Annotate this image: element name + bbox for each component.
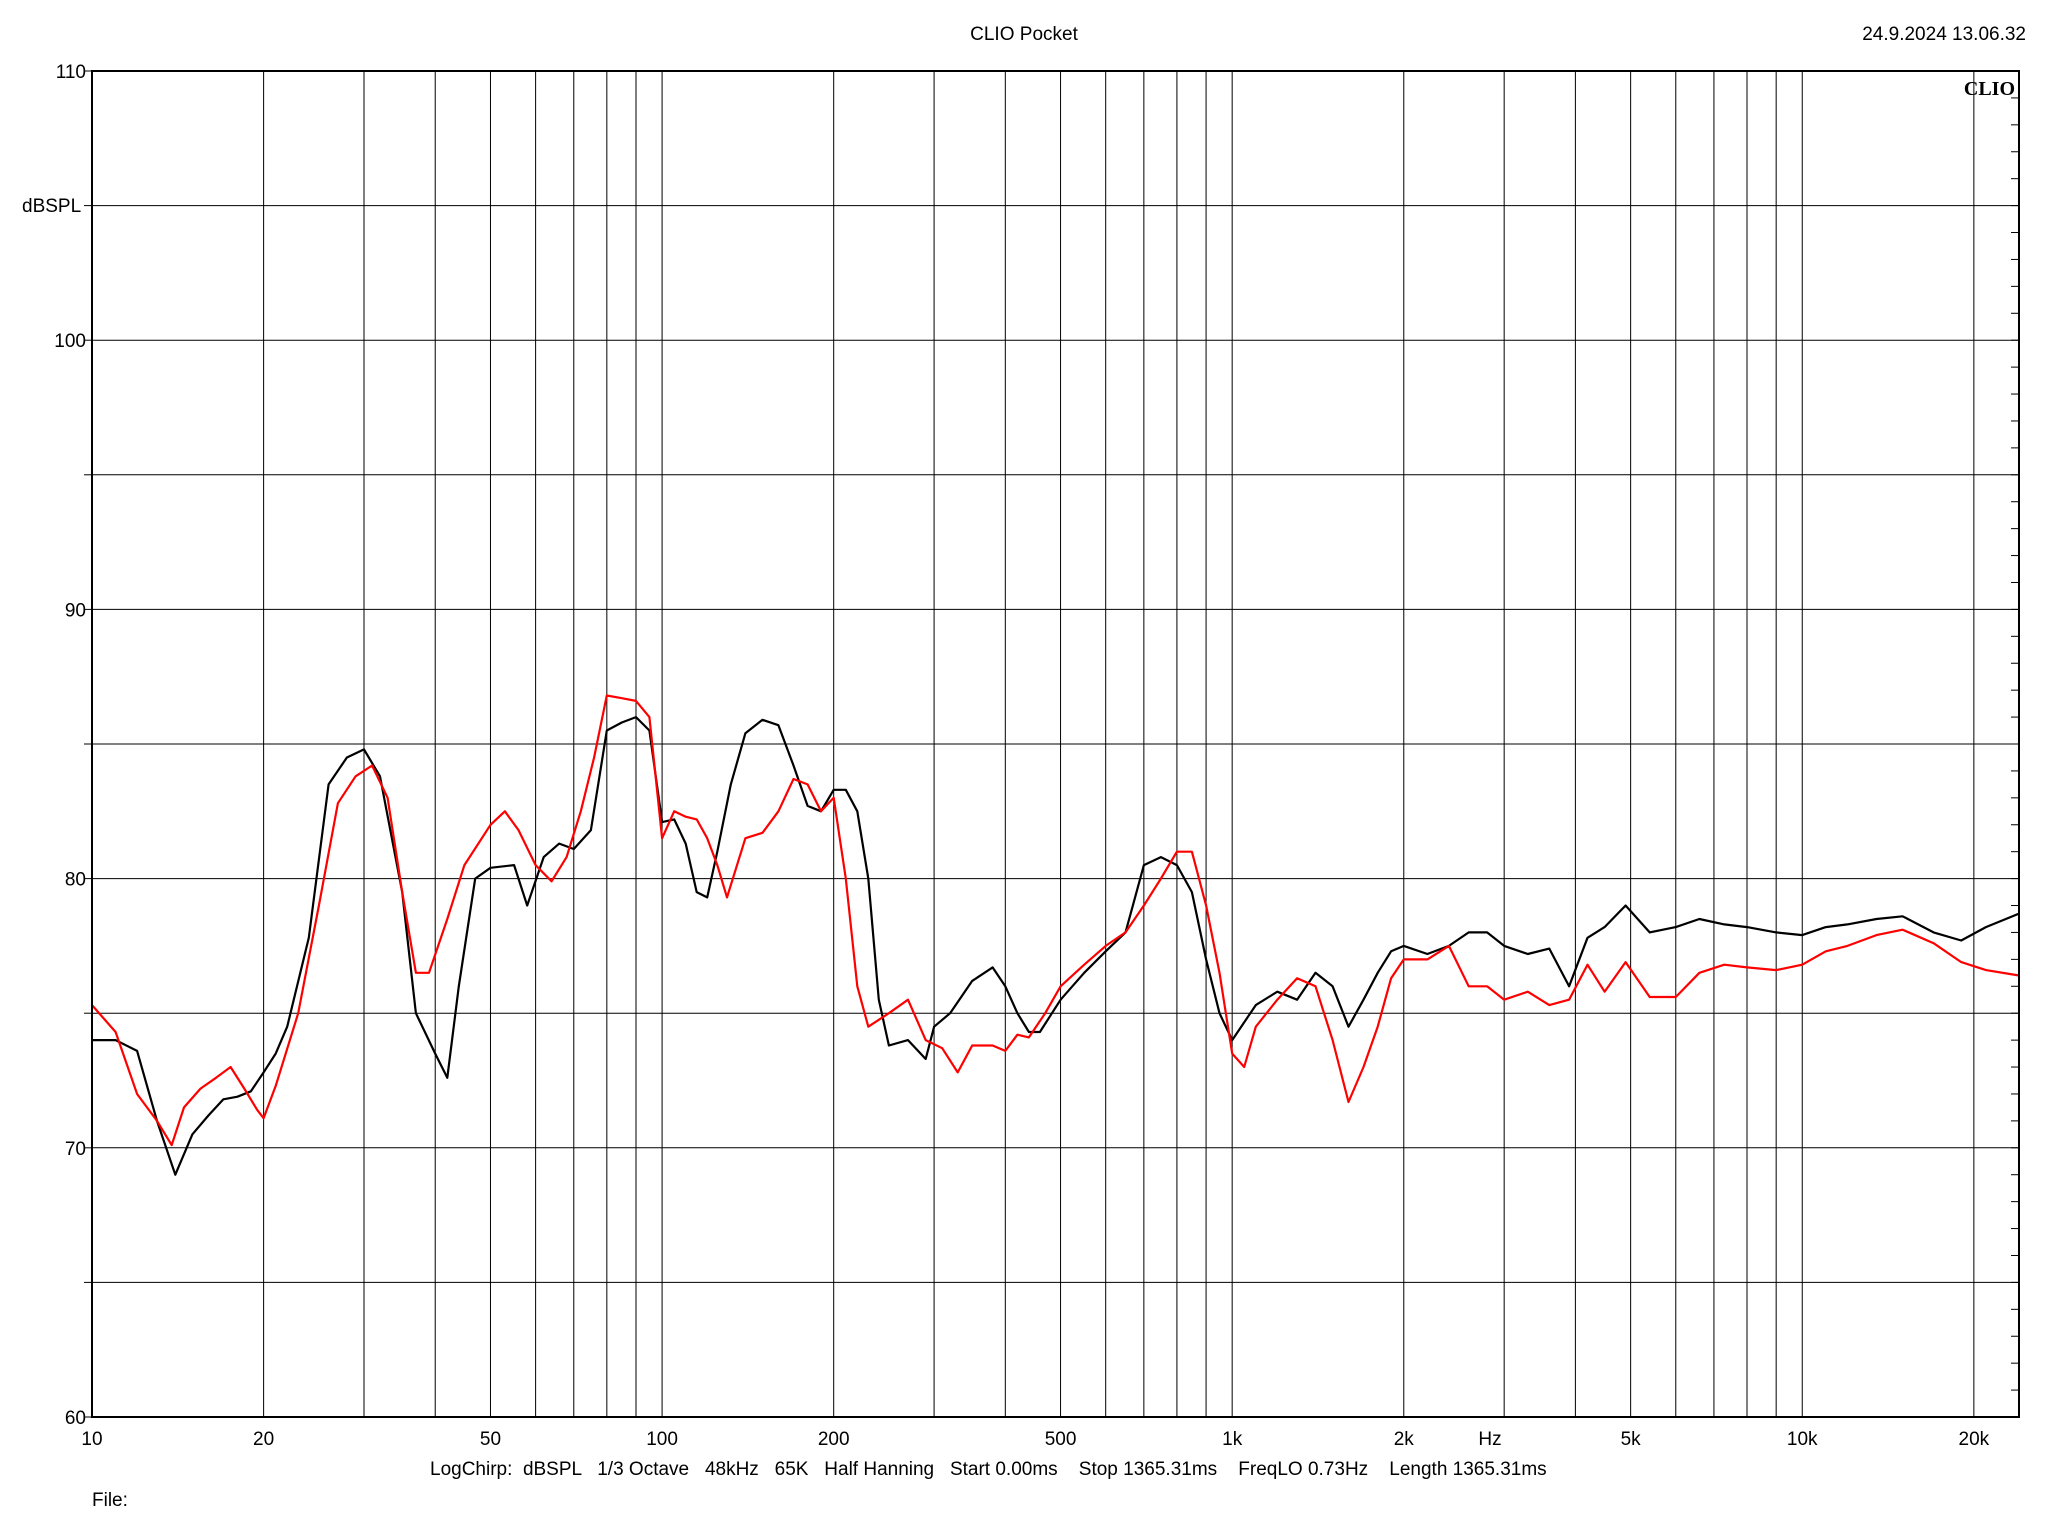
x-tick-label: 20k: [1959, 1429, 1990, 1450]
x-tick-label: 200: [818, 1429, 850, 1450]
x-tick-label: 20: [253, 1429, 274, 1450]
x-tick-label: 10: [81, 1429, 102, 1450]
series-line-2: [91, 694, 2020, 1147]
x-tick-label: 50: [480, 1429, 501, 1450]
clio-brand-logo: CLIO: [1964, 78, 2015, 100]
x-tick-label: 10k: [1787, 1429, 1818, 1450]
y-tick-label: 100: [54, 331, 86, 352]
x-tick-label: 100: [646, 1429, 678, 1450]
series-group: [91, 694, 2020, 1176]
grid: [84, 70, 2019, 1418]
axis-labels: 10 20 50 100 200 500 1k 2k 5k 10k 20k 60 70 80 90 100 11…: [54, 62, 1989, 1450]
x-tick-label: 1k: [1222, 1429, 1243, 1450]
measurement-settings: LogChirp: dBSPL 1/3 Octave 48kHz 65K Hal…: [430, 1459, 1547, 1480]
timestamp: 24.9.2024 13.06.32: [1862, 24, 2026, 45]
y-tick-label: 60: [65, 1408, 86, 1429]
y-tick-label: 110: [56, 62, 86, 83]
y-axis-label: dBSPL: [22, 196, 81, 217]
series-line-1: [92, 716, 2020, 1176]
x-tick-label: 500: [1045, 1429, 1077, 1450]
y-tick-label: 80: [65, 870, 86, 891]
x-tick-label: 5k: [1621, 1429, 1642, 1450]
chart-title: CLIO Pocket: [970, 24, 1078, 45]
y-tick-label: 70: [65, 1139, 86, 1160]
file-label: File:: [92, 1490, 128, 1511]
x-tick-label: 2k: [1394, 1429, 1415, 1450]
plot-frame: [91, 70, 2020, 1418]
y-tick-label: 90: [65, 600, 86, 621]
x-axis-label: Hz: [1478, 1429, 1501, 1450]
